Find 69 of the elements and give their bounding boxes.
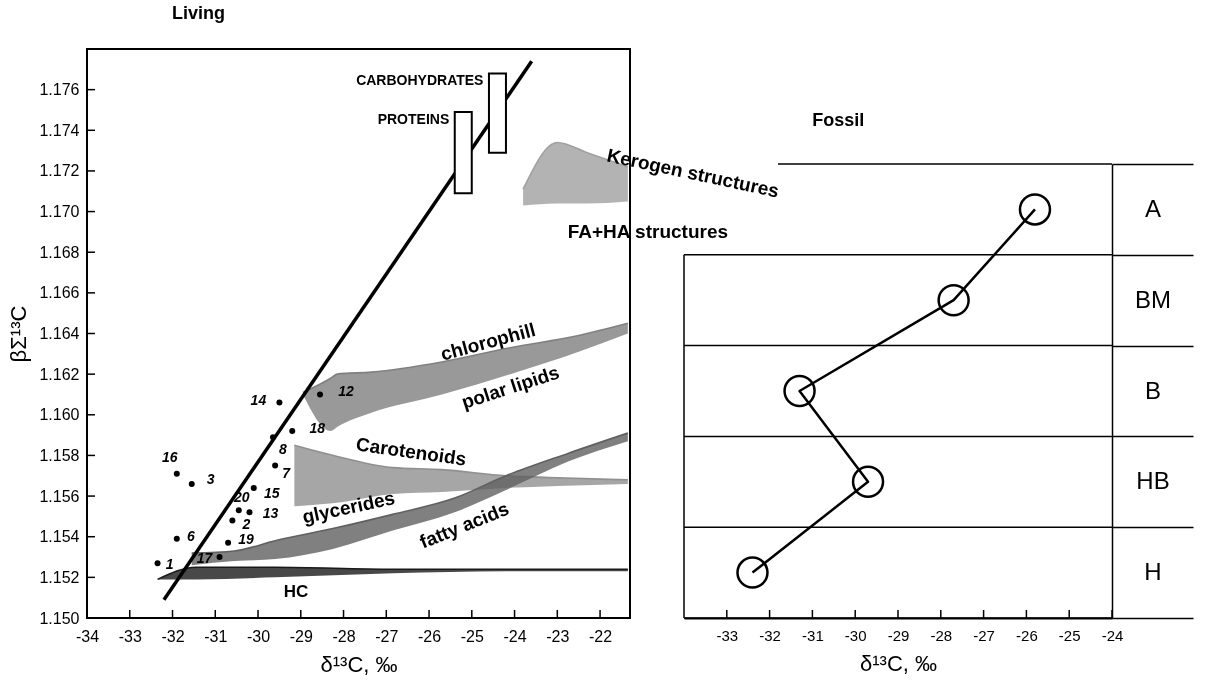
x-tick-label: -32 [759,626,781,644]
chart-title: Living [171,3,225,23]
y-tick-label: A [1144,194,1162,222]
x-tick-label: -29 [289,627,313,645]
x-tick-label: -33 [118,627,142,645]
x-axis-title: δ¹³C, ‰ [859,650,938,676]
x-tick-label: -28 [332,627,356,645]
annotation: 6 [186,527,195,544]
y-tick-label: HB [1136,467,1170,495]
x-tick-label: -27 [973,626,995,644]
annotation: 3 [206,470,215,487]
annotation: HC [283,582,309,602]
annotation: 7 [282,464,292,481]
y-tick-label: H [1144,558,1162,586]
y-tick-label: BM [1135,285,1171,313]
y-tick-label: 1.158 [39,446,80,464]
annotation: 8 [279,441,288,458]
x-tick-label: -26 [417,627,442,645]
annotation: FA+HA structures [567,221,729,243]
x-tick-label: -30 [246,627,271,645]
y-axis-title: βΣ¹³C [6,305,32,363]
y-tick-label: 1.174 [39,121,80,139]
x-tick-label: -31 [802,626,824,644]
x-tick-label: -29 [887,626,910,644]
x-tick-label: -32 [161,627,185,645]
x-axis-title: δ¹³C, ‰ [320,651,398,677]
chart-title: Fossil [812,110,865,130]
y-tick-label: 1.176 [39,81,80,99]
y-tick-label: 1.168 [39,243,80,261]
annotation: 15 [263,484,280,501]
x-tick-label: -23 [546,627,570,645]
y-tick-label: 1.164 [39,325,80,342]
annotation: Kerogen structures [605,144,781,202]
y-tick-label: 1.160 [39,406,80,424]
annotation: 17 [196,550,214,567]
y-tick-label: 1.152 [39,568,80,586]
annotation: 1 [165,556,174,573]
annotation: Carotenoids [354,433,468,470]
annotation: fatty acids [416,497,512,553]
x-tick-label: -30 [844,626,867,644]
x-tick-label: -31 [204,627,228,645]
series-label: CARBOHYDRATES [356,72,484,89]
x-tick-label: -24 [1101,626,1124,644]
y-tick-label: 1.150 [39,609,80,627]
x-tick-label: -28 [930,626,953,644]
y-tick-label: B [1144,376,1162,404]
x-tick-label: -33 [716,626,739,644]
x-tick-label: -25 [460,627,484,645]
annotation: polar lipids [458,361,562,413]
series-label: PROTEINS [377,111,450,127]
annotation: 16 [162,448,178,465]
y-tick-label: 1.166 [39,284,80,302]
x-tick-label: -26 [1016,626,1038,644]
annotation: 18 [309,420,326,437]
y-tick-label: 1.154 [39,528,80,546]
y-tick-label: 1.162 [39,365,80,383]
annotation: 13 [262,505,279,522]
x-tick-label: -24 [503,627,527,645]
y-tick-label: 1.156 [39,487,80,505]
x-tick-label: -22 [589,627,613,645]
annotation: 12 [338,383,355,400]
x-tick-label: -34 [75,627,100,645]
x-tick-label: -25 [1058,626,1081,644]
y-tick-label: 1.170 [39,203,80,221]
annotation: 2 [241,516,251,533]
annotation: 14 [250,391,267,408]
annotation: 19 [238,530,255,547]
y-tick-label: 1.172 [39,162,80,180]
x-tick-label: -27 [375,627,399,645]
